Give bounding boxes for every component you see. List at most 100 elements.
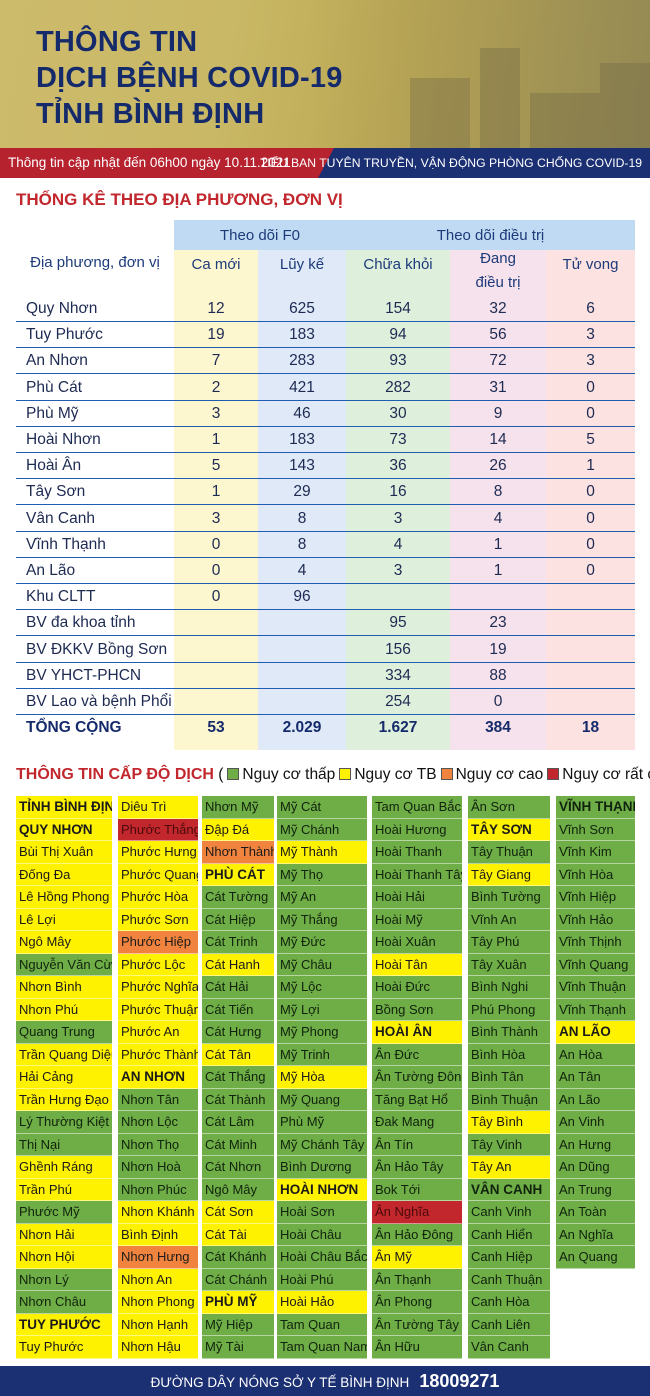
table-row: Tây Sơn 1 29 16 8 0	[16, 479, 635, 506]
risk-area-item: Vĩnh Thịnh	[556, 931, 635, 954]
legend-swatch	[547, 768, 560, 780]
risk-area-item: Trần Hưng Đạo	[16, 1088, 112, 1111]
row-rec-value: 4	[393, 535, 403, 553]
stats-section-title: THỐNG KÊ THEO ĐỊA PHƯƠNG, ĐƠN VỊ	[16, 190, 343, 209]
risk-area-item: Vĩnh Hòa	[556, 863, 635, 886]
risk-area-item: Bồng Sơn	[372, 998, 462, 1021]
risk-area-item: Cát Hanh	[202, 953, 274, 976]
risk-area-item: Nhơn Hải	[16, 1223, 112, 1246]
row-location: Phù Cát	[26, 378, 83, 396]
risk-area-item: Nhơn Mỹ	[202, 796, 274, 819]
row-rec-value: 36	[389, 457, 407, 475]
row-cum-value: 2.029	[282, 719, 322, 737]
row-death-value	[546, 584, 635, 610]
risk-area-item: Phước An	[118, 1021, 198, 1044]
table-row: BV YHCT-PHCN 334 88	[16, 663, 635, 689]
risk-area-item: Bình Thuận	[468, 1088, 550, 1111]
row-location: Quy Nhơn	[26, 300, 98, 317]
row-new-value: 7	[211, 352, 221, 370]
risk-area-item: Phước Hòa	[118, 886, 198, 909]
risk-area-item: Hoài Châu	[277, 1223, 367, 1246]
risk-area-item: Ân Nghĩa	[372, 1201, 462, 1224]
risk-area-heading: TUY PHƯỚC	[16, 1313, 112, 1336]
risk-area-item: Vĩnh Hảo	[556, 908, 635, 931]
row-rec-value: 73	[389, 431, 407, 448]
risk-legend: THÔNG TIN CẤP ĐỘ DỊCH (Nguy cơ thấp Nguy …	[16, 766, 650, 784]
row-divider	[16, 609, 635, 611]
org-text: TIỂU BAN TUYÊN TRUYỀN, VẬN ĐỘNG PHÒNG CH…	[259, 156, 642, 170]
header-group-treatment: Theo dõi điều trị	[436, 227, 545, 244]
row-new-value: 2	[211, 378, 221, 396]
risk-area-item: Nhơn Hậu	[118, 1336, 198, 1359]
risk-area-item: Đak Mang	[372, 1111, 462, 1134]
risk-area-item: Ân Tín	[372, 1133, 462, 1156]
risk-area-item: Hoài Thanh Tây	[372, 863, 462, 886]
risk-area-item: Vân Canh	[468, 1336, 550, 1359]
row-rec-value: 93	[389, 352, 407, 370]
row-treat-value: 32	[489, 300, 507, 317]
row-cum-value: 283	[289, 352, 315, 370]
row-rec-value: 156	[385, 640, 411, 658]
row-location: Vĩnh Thạnh	[26, 535, 106, 553]
row-new-value: 12	[207, 300, 225, 317]
row-rec-value: 254	[385, 693, 411, 710]
risk-area-item: Canh Liên	[468, 1313, 550, 1336]
row-rec-value: 30	[389, 404, 407, 422]
row-new-value: 0	[211, 588, 221, 606]
row-treat-value: 14	[489, 431, 507, 448]
row-divider	[16, 635, 635, 637]
row-divider	[16, 452, 635, 453]
row-cum-value	[258, 689, 346, 715]
row-rec-value: 3	[393, 509, 403, 527]
row-treat-value: 4	[493, 509, 503, 527]
risk-area-item: Mỹ Châu	[277, 953, 367, 976]
row-cum-value: 96	[293, 588, 311, 606]
header-treating-1: Đang	[480, 250, 516, 267]
row-rec-value: 3	[393, 562, 403, 579]
header-location: Địa phương, đơn vị	[30, 254, 160, 271]
risk-area-heading: TỈNH BÌNH ĐỊNH	[16, 796, 112, 819]
row-divider	[16, 714, 635, 715]
risk-area-item: Mỹ An	[277, 886, 367, 909]
row-location: An Lão	[26, 562, 76, 579]
row-divider	[16, 583, 635, 584]
legend-swatch	[227, 768, 240, 780]
row-death-value: 1	[586, 457, 595, 475]
risk-area-item: Vĩnh Thạnh	[556, 998, 635, 1021]
risk-area-item: An Nghĩa	[556, 1223, 635, 1246]
risk-area-heading: AN NHƠN	[118, 1066, 198, 1089]
risk-area-item: Mỹ Hiệp	[202, 1313, 274, 1336]
legend-label: Nguy cơ cao	[455, 766, 544, 783]
risk-section-title: THÔNG TIN CẤP ĐỘ DỊCH	[16, 766, 214, 783]
risk-area-item: Bình Hòa	[468, 1043, 550, 1066]
row-treat-value: 1	[493, 535, 503, 553]
risk-area-item: Ngô Mây	[16, 931, 112, 954]
row-location: Khu CLTT	[26, 588, 96, 606]
row-location: Phù Mỹ	[26, 404, 79, 422]
risk-area-item: Hải Cảng	[16, 1066, 112, 1089]
legend-label: Nguy cơ TB	[354, 766, 437, 783]
risk-area-item: Cát Lâm	[202, 1111, 274, 1134]
risk-area-item: Nhơn Thọ	[118, 1133, 198, 1156]
row-treat-value: 384	[485, 719, 511, 737]
row-rec-value: 94	[389, 326, 407, 344]
row-treat-value	[450, 584, 546, 610]
risk-area-item: Lê Hồng Phong	[16, 886, 112, 909]
risk-area-item: Lý Thường Kiệt	[16, 1111, 112, 1134]
row-divider	[16, 478, 635, 480]
row-divider	[16, 373, 635, 375]
row-cum-value	[258, 637, 346, 663]
risk-area-item: Tam Quan	[277, 1313, 367, 1336]
legend-items: Nguy cơ thấp Nguy cơ TB Nguy cơ cao Nguy cơ…	[223, 766, 650, 783]
row-location: Hoài Ân	[26, 457, 82, 475]
risk-area-item: Cát Thắng	[202, 1066, 274, 1089]
row-treat-value: 8	[493, 483, 503, 501]
risk-area-item: Mỹ Quang	[277, 1088, 367, 1111]
risk-area-item: Hoài Đức	[372, 976, 462, 999]
table-row: Phù Cát 2 421 282 31 0	[16, 375, 635, 401]
risk-area-item: Đập Đá	[202, 818, 274, 841]
risk-area-item: Nhơn Phú	[16, 998, 112, 1021]
risk-area-item: Canh Hiệp	[468, 1246, 550, 1269]
row-death-value: 0	[586, 509, 595, 527]
risk-area-item: Mỹ Chánh	[277, 818, 367, 841]
